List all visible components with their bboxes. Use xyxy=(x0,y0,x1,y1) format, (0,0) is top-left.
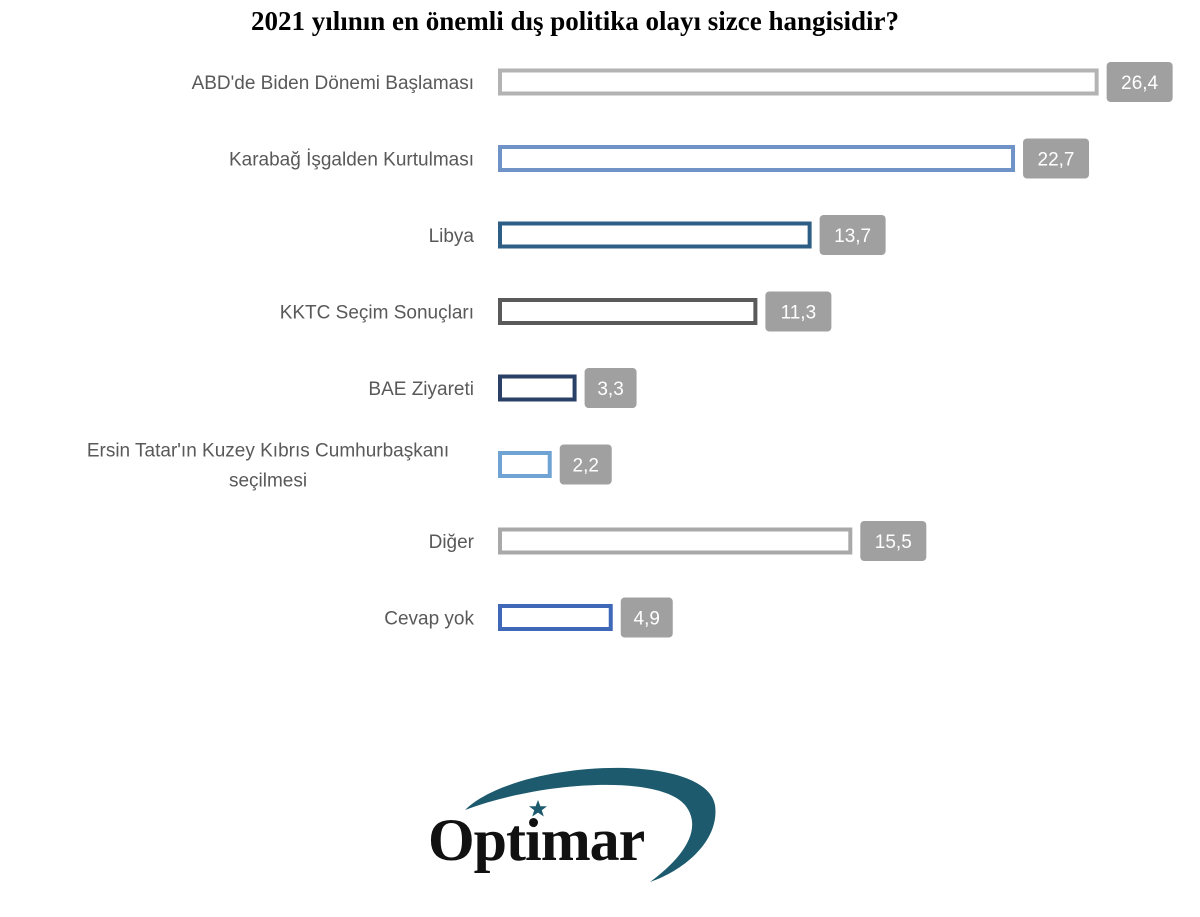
category-label: Libya xyxy=(429,226,475,247)
data-label-box xyxy=(819,215,886,255)
category-label: BAE Ziyareti xyxy=(368,379,474,400)
optimar-logo xyxy=(465,767,716,882)
bar xyxy=(498,374,577,402)
bar xyxy=(498,221,812,249)
data-label: 13,7 xyxy=(834,226,871,247)
data-label: 15,5 xyxy=(875,532,912,553)
category-label: ABD'de Biden Dönemi Başlaması xyxy=(192,73,474,94)
data-label: 11,3 xyxy=(781,303,817,324)
category-label: KKTC Seçim Sonuçları xyxy=(280,303,474,324)
star-icon xyxy=(529,800,547,817)
data-label-box xyxy=(1023,138,1090,179)
bar xyxy=(498,145,1016,172)
data-label: 26,4 xyxy=(1121,73,1158,94)
category-label: Karabağ İşgalden Kurtulması xyxy=(229,150,474,171)
data-label-box xyxy=(1106,62,1173,102)
bar-chart: ABD'de Biden Dönemi Başlaması 26,4 Karabağ… xyxy=(87,62,1173,638)
category-label: Cevap yok xyxy=(384,609,474,630)
category-label: Diğer xyxy=(429,532,475,553)
data-label: 3,3 xyxy=(597,379,623,400)
chart-title: 2021 yılının en önemli dış politika olay… xyxy=(250,6,900,36)
category-label: Ersin Tatar'ın Kuzey Kıbrıs Cumhurbaşkan… xyxy=(87,441,449,462)
data-label: 22,7 xyxy=(1038,150,1075,171)
data-label-box xyxy=(620,597,673,638)
category-label: seçilmesi xyxy=(229,471,307,492)
data-label-box xyxy=(584,368,637,408)
bar xyxy=(498,451,552,478)
logo-wordmark: Optimar xyxy=(428,807,645,873)
bars-layer: ABD'de Biden Dönemi Başlaması 26,4 Karabağ… xyxy=(87,62,1173,638)
bar xyxy=(498,527,853,555)
bar xyxy=(498,604,613,631)
data-label: 2,2 xyxy=(573,456,599,477)
data-label-box xyxy=(559,444,612,485)
data-label-box xyxy=(860,521,927,561)
bar xyxy=(498,68,1099,96)
data-label: 4,9 xyxy=(634,609,660,630)
data-label-box xyxy=(765,291,832,332)
bar xyxy=(498,298,758,325)
